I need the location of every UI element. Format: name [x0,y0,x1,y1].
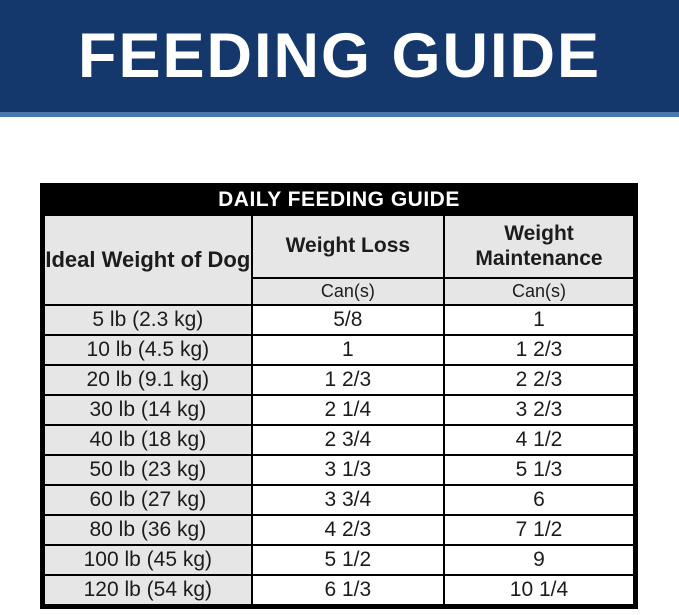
weight-maintenance-cans-cell: 5 1/3 [443,454,635,486]
weight-maintenance-cans-cell: 7 1/2 [443,514,635,546]
header-row: Ideal Weight of Dog Weight Loss Weight M… [43,214,635,306]
table-row: 20 lb (9.1 kg) 1 2/3 2 2/3 [43,364,635,396]
weight-cell: 60 lb (27 kg) [43,484,253,516]
weight-maintenance-cans-cell: 6 [443,484,635,516]
weight-loss-cans-cell: 3 3/4 [250,484,446,516]
weight-maintenance-cans-cell: 10 1/4 [443,574,635,606]
weight-cell: 100 lb (45 kg) [43,544,253,576]
cans-unit-label-maintenance: Can(s) [443,277,635,306]
weight-maintenance-cans-cell: 1 2/3 [443,334,635,366]
table-row: 40 lb (18 kg) 2 3/4 4 1/2 [43,424,635,456]
daily-feeding-guide-table: DAILY FEEDING GUIDE Ideal Weight of Dog … [40,183,638,609]
weight-loss-cans-cell: 2 1/4 [250,394,446,426]
table-row: 30 lb (14 kg) 2 1/4 3 2/3 [43,394,635,426]
weight-loss-cans-cell: 1 2/3 [250,364,446,396]
weight-maintenance-cans-cell: 4 1/2 [443,424,635,456]
weight-cell: 20 lb (9.1 kg) [43,364,253,396]
column-header-ideal-weight: Ideal Weight of Dog [43,214,253,306]
page-title: FEEDING GUIDE [77,21,602,91]
table-row: 10 lb (4.5 kg) 1 1 2/3 [43,334,635,366]
table-row: 120 lb (54 kg) 6 1/3 10 1/4 [43,574,635,606]
weight-maintenance-cans-cell: 1 [443,304,635,336]
column-header-weight-loss: Weight Loss [250,214,446,279]
weight-cell: 120 lb (54 kg) [43,574,253,606]
cans-unit-label-loss: Can(s) [250,277,446,306]
weight-loss-cans-cell: 4 2/3 [250,514,446,546]
weight-cell: 5 lb (2.3 kg) [43,304,253,336]
table-row: 5 lb (2.3 kg) 5/8 1 [43,304,635,336]
weight-maintenance-cans-cell: 2 2/3 [443,364,635,396]
weight-loss-cans-cell: 6 1/3 [250,574,446,606]
table-title: DAILY FEEDING GUIDE [43,186,635,214]
weight-cell: 30 lb (14 kg) [43,394,253,426]
weight-loss-cans-cell: 3 1/3 [250,454,446,486]
weight-loss-cans-cell: 1 [250,334,446,366]
weight-loss-cans-cell: 2 3/4 [250,424,446,456]
weight-loss-cans-cell: 5/8 [250,304,446,336]
weight-loss-cans-cell: 5 1/2 [250,544,446,576]
table-row: 100 lb (45 kg) 5 1/2 9 [43,544,635,576]
weight-maintenance-cans-cell: 3 2/3 [443,394,635,426]
weight-maintenance-cans-cell: 9 [443,544,635,576]
weight-cell: 80 lb (36 kg) [43,514,253,546]
unit-row: Can(s) Can(s) [44,277,635,306]
weight-cell: 10 lb (4.5 kg) [43,334,253,366]
feeding-guide-banner: FEEDING GUIDE [0,0,679,117]
table-row: 60 lb (27 kg) 3 3/4 6 [43,484,635,516]
table-row: 80 lb (36 kg) 4 2/3 7 1/2 [43,514,635,546]
weight-cell: 40 lb (18 kg) [43,424,253,456]
table-row: 50 lb (23 kg) 3 1/3 5 1/3 [43,454,635,486]
weight-cell: 50 lb (23 kg) [43,454,253,486]
column-header-weight-maintenance: Weight Maintenance [443,214,635,279]
feeding-table: Ideal Weight of Dog Weight Loss Weight M… [43,214,635,606]
